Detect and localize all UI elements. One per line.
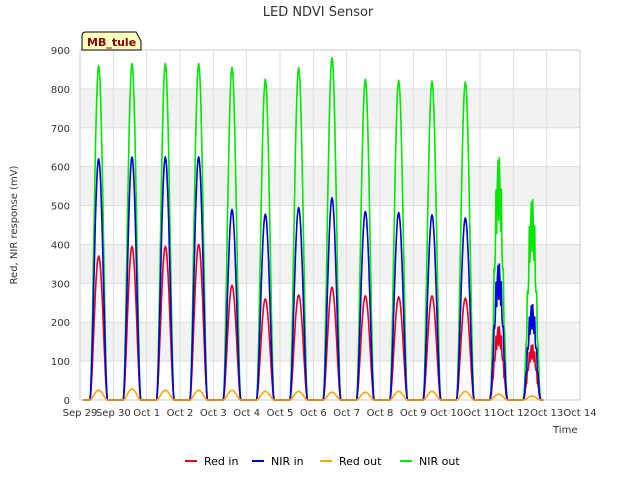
y-tick-label: 400 [51,240,70,251]
y-tick-label: 600 [51,163,70,174]
x-tick-label: Oct 11 [463,408,496,419]
x-tick-label: Oct 8 [367,408,394,419]
series-line-red-out [83,388,544,401]
y-tick-label: 200 [51,318,70,329]
y-tick-label: 500 [51,202,70,213]
x-tick-label: Oct 5 [267,408,294,419]
x-tick-label: Oct 10 [430,408,463,419]
legend: Red in NIR in Red out NIR out [185,455,460,468]
legend-item: NIR out [400,455,460,468]
site-label: MB_tule [87,36,136,49]
y-tick-labels: 0 100 200 300 400 500 600 700 800 900 [51,46,70,407]
x-tick-label: Oct 12 [497,408,530,419]
y-tick-label: 0 [64,396,70,407]
legend-item: NIR in [252,455,304,468]
x-tick-label: Sep 29 [63,408,98,419]
chart-title: LED NDVI Sensor [263,5,374,20]
x-tick-label: Oct 7 [333,408,360,419]
y-tick-label: 100 [51,357,70,368]
legend-item: Red out [320,455,382,468]
x-tick-label: Oct 4 [233,408,260,419]
site-label-background [81,31,142,51]
plot-frame [79,49,581,401]
plot-band [80,166,580,206]
legend-label: NIR in [271,455,304,468]
x-tick-label: Oct 3 [200,408,227,419]
legend-label: NIR out [419,455,460,468]
y-tick-label: 300 [51,279,70,290]
legend-item: Red in [185,455,238,468]
x-axis-label: Time [552,425,577,436]
y-tick-label: 800 [51,85,70,96]
x-tick-label: Oct 1 [133,408,160,419]
x-tick-label: Oct 14 [563,408,596,419]
x-tick-label: Oct 2 [167,408,194,419]
y-tick-label: 700 [51,124,70,135]
legend-label: Red in [204,455,238,468]
x-tick-label: Oct 9 [400,408,427,419]
x-tick-label: Oct 13 [530,408,563,419]
plot-band [80,244,580,284]
x-tick-label: Sep 30 [96,408,131,419]
legend-label: Red out [339,455,382,468]
y-axis-label: Red, NIR response (mV) [9,165,20,284]
series-lines [83,57,544,401]
x-tick-label: Oct 6 [300,408,327,419]
site-label-box: MB_tule [81,31,142,51]
y-tick-label: 900 [51,46,70,57]
plot-band [80,127,580,167]
